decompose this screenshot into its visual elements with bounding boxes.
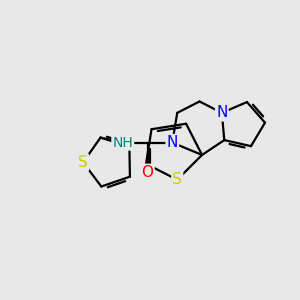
Text: S: S xyxy=(172,172,182,187)
Text: NH: NH xyxy=(112,136,133,150)
Text: N: N xyxy=(216,105,227,120)
Text: S: S xyxy=(78,155,88,170)
Text: O: O xyxy=(142,165,154,180)
Text: N: N xyxy=(167,135,178,150)
